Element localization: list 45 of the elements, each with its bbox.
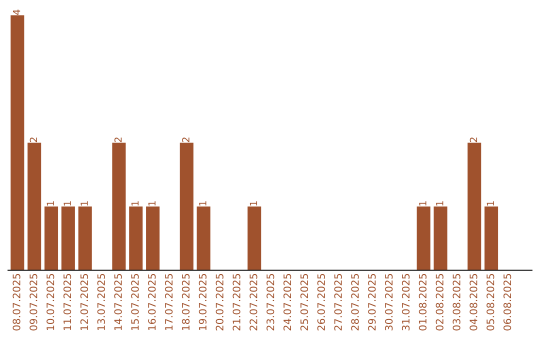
data-label: 2 xyxy=(114,138,122,142)
x-tick-label: 12.07.2025 xyxy=(80,274,88,330)
x-tick-label: 20.07.2025 xyxy=(216,274,224,330)
data-label: 1 xyxy=(46,201,54,206)
x-tick-label: 04.08.2025 xyxy=(470,274,478,330)
x-tick-label: 05.08.2025 xyxy=(486,274,494,330)
x-tick-label: 24.07.2025 xyxy=(283,274,292,330)
data-label: 1 xyxy=(250,201,258,206)
x-tick-label: 15.07.2025 xyxy=(131,274,139,330)
x-tick-label: 03.08.2025 xyxy=(452,274,460,330)
data-label: 1 xyxy=(148,201,156,206)
data-label: 1 xyxy=(199,201,206,206)
data-label: 1 xyxy=(131,201,139,206)
x-tick-label: 16.07.2025 xyxy=(148,274,156,330)
x-tick-label: 09.07.2025 xyxy=(30,274,38,330)
x-tick-label: 19.07.2025 xyxy=(198,274,207,330)
x-tick-label: 11.07.2025 xyxy=(63,274,72,330)
x-tick-label: 02.08.2025 xyxy=(436,274,444,330)
data-label: 1 xyxy=(64,201,71,206)
data-label: 1 xyxy=(80,201,88,206)
x-tick-label: 28.07.2025 xyxy=(351,274,359,330)
x-tick-label: 13.07.2025 xyxy=(97,274,105,330)
x-tick-label: 26.07.2025 xyxy=(317,274,325,330)
x-tick-label: 23.07.2025 xyxy=(266,274,274,330)
data-label: 1 xyxy=(419,201,426,206)
data-label: 2 xyxy=(182,138,190,142)
x-tick-label: 31.07.2025 xyxy=(402,274,410,330)
data-label: 4 xyxy=(13,10,20,15)
x-tick-label: 10.07.2025 xyxy=(46,274,54,330)
x-tick-label: 14.07.2025 xyxy=(114,274,122,330)
x-tick-label: 22.07.2025 xyxy=(250,274,258,330)
x-tick-label: 30.07.2025 xyxy=(385,274,393,330)
x-tick-label: 18.07.2025 xyxy=(182,274,190,330)
data-label: 1 xyxy=(436,201,444,206)
data-label: 2 xyxy=(470,138,478,142)
x-tick-label: 27.07.2025 xyxy=(334,274,342,330)
x-tick-label: 08.07.2025 xyxy=(12,274,20,330)
x-tick-label: 17.07.2025 xyxy=(165,274,173,330)
data-label: 2 xyxy=(30,138,38,142)
x-tick-label: 25.07.2025 xyxy=(300,274,308,330)
x-tick-label: 29.07.2025 xyxy=(368,274,376,330)
x-tick-label: 01.08.2025 xyxy=(418,274,427,330)
x-tick-label: 21.07.2025 xyxy=(232,274,240,330)
x-tick-label: 06.08.2025 xyxy=(503,274,512,330)
data-label: 1 xyxy=(486,201,494,206)
